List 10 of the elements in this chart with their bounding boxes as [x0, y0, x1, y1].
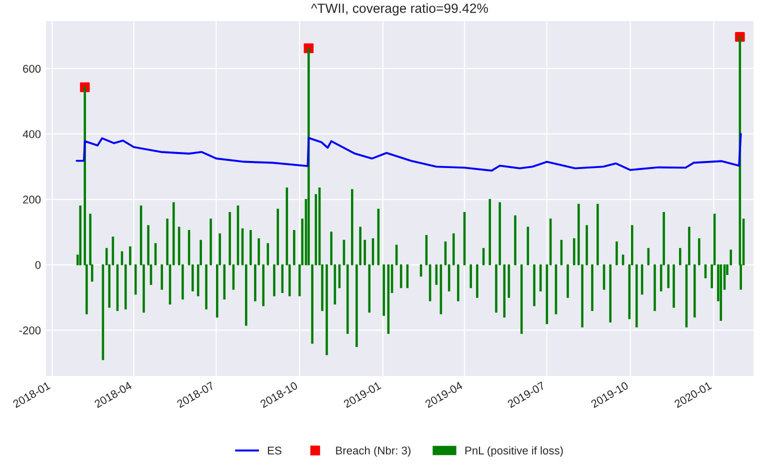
legend-label: ES [268, 446, 282, 454]
y-tick-label: 600 [23, 64, 41, 73]
legend-label: Breach (Nbr: 3) [336, 446, 410, 457]
legend-label: PnL (positive if loss) [465, 446, 563, 457]
y-tick-label: 400 [22, 130, 41, 138]
line-series [76, 133, 742, 172]
y-tick-label: 200 [23, 196, 41, 204]
y-tick-label: 0 [35, 261, 41, 269]
y-tick-label: -200 [19, 326, 41, 334]
chart-title: ^TWII, coverage ratio=99.42% [311, 3, 488, 16]
